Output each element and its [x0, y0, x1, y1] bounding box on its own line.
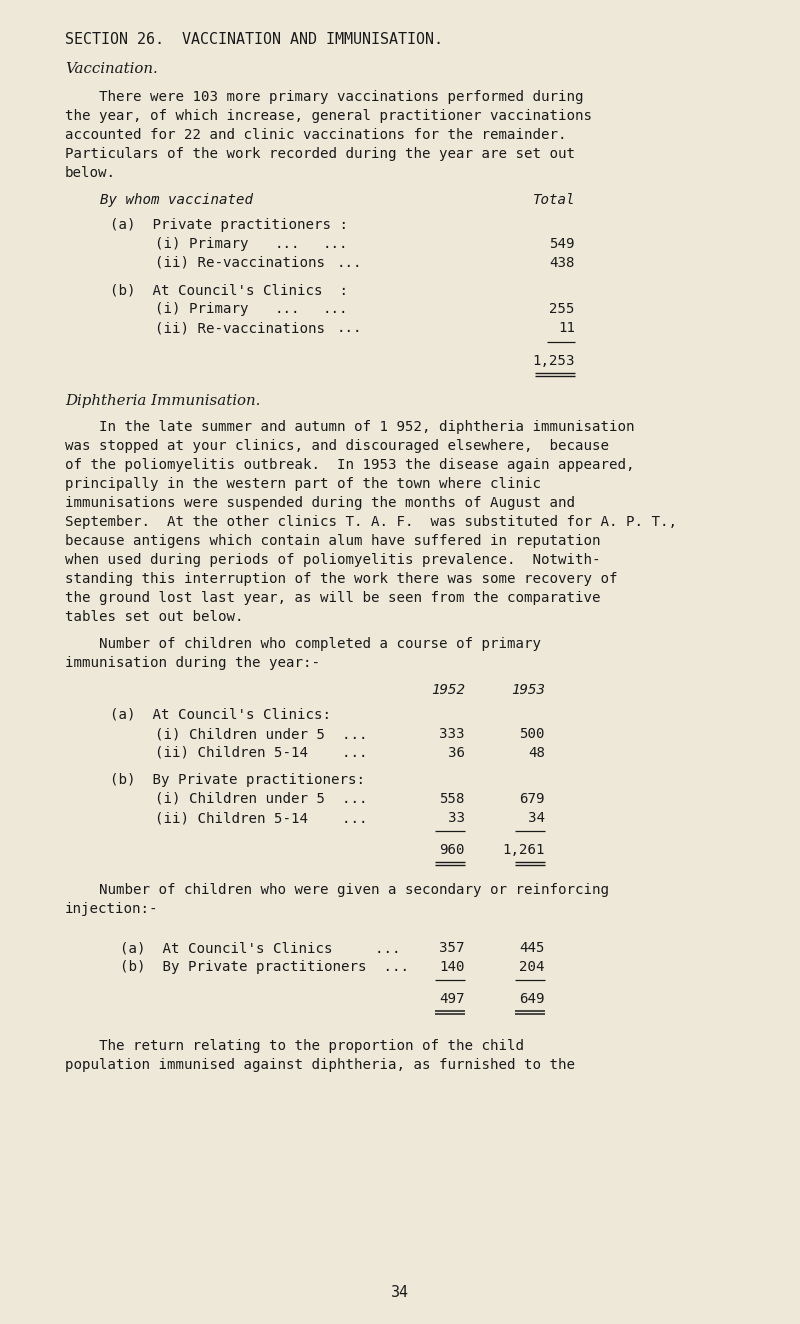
Text: when used during periods of poliomyelitis prevalence.  Notwith-: when used during periods of poliomyeliti…	[65, 553, 601, 567]
Text: 497: 497	[439, 992, 465, 1006]
Text: 34: 34	[528, 812, 545, 825]
Text: Number of children who were given a secondary or reinforcing: Number of children who were given a seco…	[65, 883, 609, 896]
Text: SECTION 26.  VACCINATION AND IMMUNISATION.: SECTION 26. VACCINATION AND IMMUNISATION…	[65, 32, 443, 46]
Text: In the late summer and autumn of 1 952, diphtheria immunisation: In the late summer and autumn of 1 952, …	[65, 420, 634, 434]
Text: immunisations were suspended during the months of August and: immunisations were suspended during the …	[65, 496, 575, 510]
Text: 445: 445	[519, 941, 545, 955]
Text: 500: 500	[519, 727, 545, 741]
Text: 36: 36	[448, 745, 465, 760]
Text: ...: ...	[337, 256, 362, 270]
Text: Particulars of the work recorded during the year are set out: Particulars of the work recorded during …	[65, 147, 575, 162]
Text: (b)  By Private practitioners:: (b) By Private practitioners:	[110, 773, 365, 786]
Text: the year, of which increase, general practitioner vaccinations: the year, of which increase, general pra…	[65, 109, 592, 123]
Text: 33: 33	[448, 812, 465, 825]
Text: population immunised against diphtheria, as furnished to the: population immunised against diphtheria,…	[65, 1058, 575, 1072]
Text: 140: 140	[439, 960, 465, 974]
Text: Diphtheria Immunisation.: Diphtheria Immunisation.	[65, 395, 260, 408]
Text: 1,253: 1,253	[533, 354, 575, 368]
Text: Total: Total	[533, 193, 575, 207]
Text: The return relating to the proportion of the child: The return relating to the proportion of…	[65, 1039, 524, 1053]
Text: ...: ...	[323, 237, 349, 252]
Text: 1952: 1952	[431, 683, 465, 696]
Text: 549: 549	[550, 237, 575, 252]
Text: Vaccination.: Vaccination.	[65, 62, 158, 75]
Text: 11: 11	[558, 320, 575, 335]
Text: There were 103 more primary vaccinations performed during: There were 103 more primary vaccinations…	[65, 90, 583, 105]
Text: (a)  At Council's Clinics:: (a) At Council's Clinics:	[110, 708, 331, 722]
Text: ...: ...	[337, 320, 362, 335]
Text: Number of children who completed a course of primary: Number of children who completed a cours…	[65, 637, 541, 651]
Text: 255: 255	[550, 302, 575, 316]
Text: September.  At the other clinics T. A. F.  was substituted for A. P. T.,: September. At the other clinics T. A. F.…	[65, 515, 677, 530]
Text: (a)  Private practitioners :: (a) Private practitioners :	[110, 218, 348, 232]
Text: (i) Primary: (i) Primary	[155, 237, 249, 252]
Text: below.: below.	[65, 166, 116, 180]
Text: (i) Children under 5  ...: (i) Children under 5 ...	[155, 792, 367, 806]
Text: 34: 34	[391, 1286, 409, 1300]
Text: injection:-: injection:-	[65, 902, 158, 916]
Text: (i) Children under 5  ...: (i) Children under 5 ...	[155, 727, 367, 741]
Text: was stopped at your clinics, and discouraged elsewhere,  because: was stopped at your clinics, and discour…	[65, 440, 609, 453]
Text: (ii) Children 5-14    ...: (ii) Children 5-14 ...	[155, 745, 367, 760]
Text: principally in the western part of the town where clinic: principally in the western part of the t…	[65, 477, 541, 491]
Text: 438: 438	[550, 256, 575, 270]
Text: 960: 960	[439, 843, 465, 857]
Text: (b)  At Council's Clinics  :: (b) At Council's Clinics :	[110, 283, 348, 297]
Text: ...: ...	[275, 237, 301, 252]
Text: By whom vaccinated: By whom vaccinated	[100, 193, 253, 207]
Text: ...: ...	[323, 302, 349, 316]
Text: (b)  By Private practitioners  ...: (b) By Private practitioners ...	[120, 960, 409, 974]
Text: 1953: 1953	[511, 683, 545, 696]
Text: immunisation during the year:-: immunisation during the year:-	[65, 655, 320, 670]
Text: 558: 558	[439, 792, 465, 806]
Text: tables set out below.: tables set out below.	[65, 610, 243, 624]
Text: the ground lost last year, as will be seen from the comparative: the ground lost last year, as will be se…	[65, 591, 601, 605]
Text: 357: 357	[439, 941, 465, 955]
Text: 333: 333	[439, 727, 465, 741]
Text: (ii) Re-vaccinations: (ii) Re-vaccinations	[155, 256, 325, 270]
Text: 1,261: 1,261	[502, 843, 545, 857]
Text: because antigens which contain alum have suffered in reputation: because antigens which contain alum have…	[65, 534, 601, 548]
Text: ...: ...	[275, 302, 301, 316]
Text: standing this interruption of the work there was some recovery of: standing this interruption of the work t…	[65, 572, 618, 587]
Text: 204: 204	[519, 960, 545, 974]
Text: (ii) Re-vaccinations: (ii) Re-vaccinations	[155, 320, 325, 335]
Text: (a)  At Council's Clinics     ...: (a) At Council's Clinics ...	[120, 941, 401, 955]
Text: 649: 649	[519, 992, 545, 1006]
Text: accounted for 22 and clinic vaccinations for the remainder.: accounted for 22 and clinic vaccinations…	[65, 128, 566, 142]
Text: (ii) Children 5-14    ...: (ii) Children 5-14 ...	[155, 812, 367, 825]
Text: 679: 679	[519, 792, 545, 806]
Text: 48: 48	[528, 745, 545, 760]
Text: (i) Primary: (i) Primary	[155, 302, 249, 316]
Text: of the poliomyelitis outbreak.  In 1953 the disease again appeared,: of the poliomyelitis outbreak. In 1953 t…	[65, 458, 634, 471]
